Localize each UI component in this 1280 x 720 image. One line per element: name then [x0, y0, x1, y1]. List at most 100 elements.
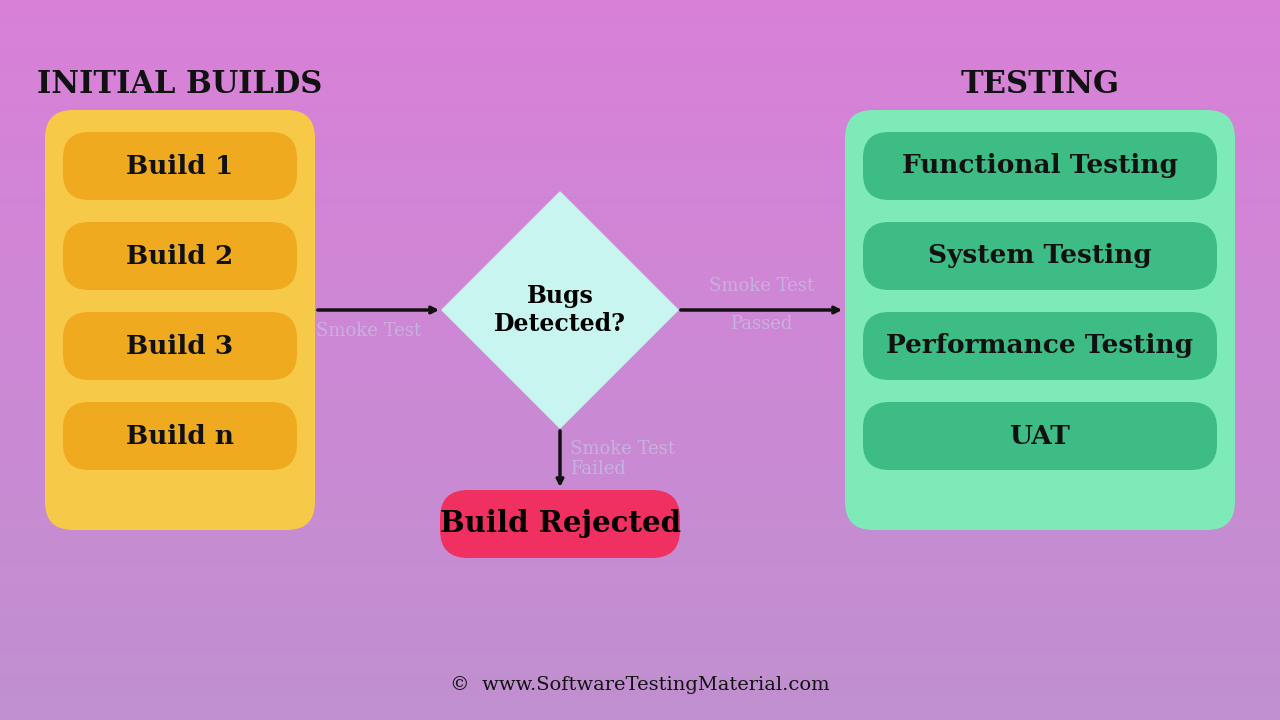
Bar: [0, 389, 1280, 391]
Bar: [0, 650, 1280, 653]
Bar: [0, 502, 1280, 504]
Bar: [0, 261, 1280, 264]
Bar: [0, 713, 1280, 715]
Bar: [0, 648, 1280, 650]
Bar: [0, 31, 1280, 34]
Bar: [0, 243, 1280, 245]
Bar: [0, 593, 1280, 595]
Bar: [0, 456, 1280, 459]
Bar: [0, 171, 1280, 173]
Bar: [0, 315, 1280, 317]
Bar: [0, 612, 1280, 614]
Bar: [0, 77, 1280, 79]
Bar: [0, 557, 1280, 559]
Bar: [0, 216, 1280, 218]
Bar: [0, 499, 1280, 502]
Bar: [0, 538, 1280, 540]
Bar: [0, 2, 1280, 5]
Bar: [0, 50, 1280, 53]
Text: Performance Testing: Performance Testing: [887, 333, 1193, 359]
Bar: [0, 137, 1280, 139]
Bar: [0, 526, 1280, 528]
Bar: [0, 569, 1280, 571]
Bar: [0, 53, 1280, 55]
Text: Smoke Test: Smoke Test: [316, 322, 421, 340]
Bar: [0, 425, 1280, 427]
Bar: [0, 706, 1280, 708]
Bar: [0, 207, 1280, 209]
Bar: [0, 610, 1280, 612]
Bar: [0, 84, 1280, 86]
Bar: [0, 24, 1280, 27]
Bar: [0, 708, 1280, 711]
Text: Build 2: Build 2: [127, 243, 234, 269]
Text: Failed: Failed: [570, 460, 626, 478]
Text: Detected?: Detected?: [494, 312, 626, 336]
Bar: [0, 14, 1280, 17]
Bar: [0, 461, 1280, 463]
Bar: [0, 533, 1280, 535]
Bar: [0, 643, 1280, 646]
Bar: [0, 221, 1280, 223]
Bar: [0, 283, 1280, 286]
Bar: [0, 187, 1280, 189]
Bar: [0, 326, 1280, 329]
Bar: [0, 657, 1280, 660]
Bar: [0, 365, 1280, 367]
Bar: [0, 641, 1280, 643]
Text: Bugs: Bugs: [526, 284, 594, 308]
Bar: [0, 372, 1280, 374]
Bar: [0, 691, 1280, 693]
Bar: [0, 113, 1280, 115]
Bar: [0, 603, 1280, 605]
Bar: [0, 703, 1280, 706]
Bar: [0, 199, 1280, 202]
Bar: [0, 585, 1280, 588]
Bar: [0, 161, 1280, 163]
Bar: [0, 27, 1280, 29]
Bar: [0, 693, 1280, 696]
FancyBboxPatch shape: [845, 110, 1235, 530]
Bar: [0, 403, 1280, 405]
Bar: [0, 701, 1280, 703]
Bar: [0, 675, 1280, 677]
Bar: [0, 485, 1280, 487]
Bar: [0, 531, 1280, 533]
Bar: [0, 115, 1280, 117]
Bar: [0, 528, 1280, 531]
Text: UAT: UAT: [1010, 423, 1070, 449]
Bar: [0, 94, 1280, 96]
Bar: [0, 252, 1280, 254]
Bar: [0, 518, 1280, 521]
Bar: [0, 655, 1280, 657]
Bar: [0, 384, 1280, 387]
Bar: [0, 672, 1280, 675]
Bar: [0, 276, 1280, 279]
Bar: [0, 72, 1280, 74]
Bar: [0, 209, 1280, 211]
Bar: [0, 63, 1280, 65]
Bar: [0, 305, 1280, 307]
Bar: [0, 19, 1280, 22]
FancyBboxPatch shape: [863, 402, 1217, 470]
Bar: [0, 679, 1280, 682]
Text: Smoke Test: Smoke Test: [570, 440, 675, 458]
FancyBboxPatch shape: [63, 222, 297, 290]
Bar: [0, 542, 1280, 545]
Bar: [0, 189, 1280, 192]
Bar: [0, 38, 1280, 41]
Bar: [0, 449, 1280, 451]
Bar: [0, 120, 1280, 122]
Bar: [0, 482, 1280, 485]
Bar: [0, 158, 1280, 161]
Bar: [0, 106, 1280, 108]
Bar: [0, 437, 1280, 439]
Bar: [0, 511, 1280, 513]
Bar: [0, 122, 1280, 125]
Bar: [0, 549, 1280, 552]
Bar: [0, 358, 1280, 360]
Bar: [0, 130, 1280, 132]
Bar: [0, 139, 1280, 142]
Bar: [0, 60, 1280, 63]
Bar: [0, 271, 1280, 274]
